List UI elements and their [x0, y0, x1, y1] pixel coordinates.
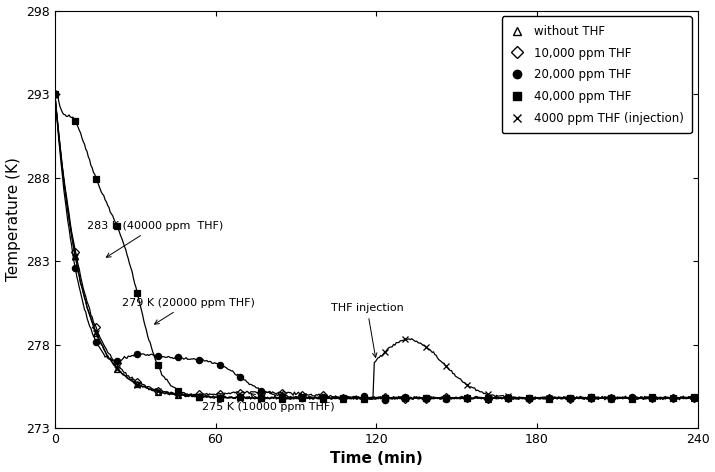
Text: 283 K (40000 ppm  THF): 283 K (40000 ppm THF)	[87, 221, 223, 257]
X-axis label: Time (min): Time (min)	[330, 451, 423, 466]
Text: 279 K (20000 ppm THF): 279 K (20000 ppm THF)	[122, 298, 255, 324]
Text: THF injection: THF injection	[330, 303, 403, 357]
Legend: without THF, 10,000 ppm THF, 20,000 ppm THF, 40,000 ppm THF, 4000 ppm THF (injec: without THF, 10,000 ppm THF, 20,000 ppm …	[502, 17, 691, 134]
Text: 275 K (10000 ppm THF): 275 K (10000 ppm THF)	[202, 394, 335, 412]
Y-axis label: Temperature (K): Temperature (K)	[6, 157, 21, 281]
